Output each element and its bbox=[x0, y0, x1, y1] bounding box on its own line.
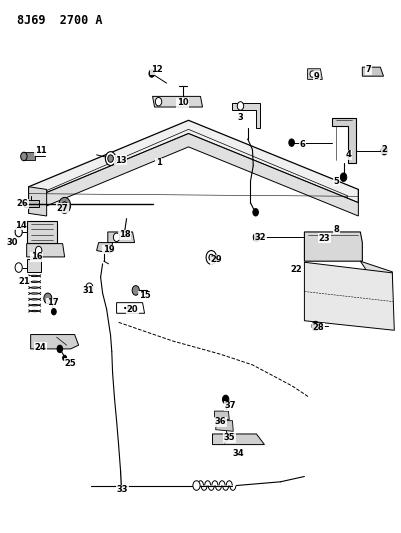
Circle shape bbox=[59, 197, 71, 213]
Text: 1: 1 bbox=[156, 158, 162, 167]
Polygon shape bbox=[360, 261, 392, 309]
Circle shape bbox=[312, 321, 319, 331]
Circle shape bbox=[206, 251, 217, 264]
Circle shape bbox=[51, 309, 56, 315]
Text: 11: 11 bbox=[35, 146, 47, 155]
Text: 29: 29 bbox=[211, 255, 222, 264]
Circle shape bbox=[193, 481, 200, 490]
Text: 24: 24 bbox=[35, 343, 47, 352]
Polygon shape bbox=[216, 421, 233, 431]
Text: 23: 23 bbox=[318, 234, 330, 243]
Polygon shape bbox=[152, 96, 203, 107]
Text: 9: 9 bbox=[314, 71, 319, 80]
Polygon shape bbox=[108, 232, 135, 243]
Polygon shape bbox=[304, 232, 363, 261]
Polygon shape bbox=[28, 187, 47, 216]
Text: 33: 33 bbox=[117, 485, 128, 494]
Text: 18: 18 bbox=[119, 230, 130, 239]
Text: 2: 2 bbox=[381, 145, 387, 154]
Circle shape bbox=[15, 227, 22, 237]
Text: 32: 32 bbox=[255, 233, 266, 242]
Text: 27: 27 bbox=[57, 204, 69, 213]
Text: 35: 35 bbox=[223, 433, 235, 442]
Text: 34: 34 bbox=[233, 449, 244, 458]
Polygon shape bbox=[97, 243, 113, 253]
Circle shape bbox=[105, 152, 116, 165]
Text: 13: 13 bbox=[115, 156, 126, 165]
Text: 7: 7 bbox=[365, 66, 371, 74]
Polygon shape bbox=[30, 335, 79, 349]
Circle shape bbox=[108, 155, 113, 163]
Polygon shape bbox=[304, 262, 394, 330]
Text: 25: 25 bbox=[65, 359, 77, 368]
Circle shape bbox=[35, 246, 42, 255]
Circle shape bbox=[44, 293, 52, 304]
Text: 20: 20 bbox=[127, 304, 138, 313]
Circle shape bbox=[155, 98, 162, 106]
Polygon shape bbox=[24, 200, 38, 207]
Circle shape bbox=[209, 254, 214, 261]
Text: 21: 21 bbox=[19, 277, 30, 286]
Polygon shape bbox=[28, 120, 358, 203]
Circle shape bbox=[253, 208, 258, 216]
Text: 28: 28 bbox=[312, 323, 324, 332]
Text: 12: 12 bbox=[151, 66, 162, 74]
Circle shape bbox=[340, 173, 347, 181]
Circle shape bbox=[57, 345, 63, 353]
Circle shape bbox=[113, 233, 120, 241]
Text: 8J69  2700 A: 8J69 2700 A bbox=[17, 14, 102, 27]
Text: 26: 26 bbox=[17, 199, 28, 208]
Text: 14: 14 bbox=[15, 221, 26, 230]
Text: 6: 6 bbox=[300, 140, 305, 149]
Circle shape bbox=[62, 201, 67, 209]
Circle shape bbox=[149, 70, 154, 77]
Text: 36: 36 bbox=[215, 417, 226, 426]
Polygon shape bbox=[27, 221, 57, 243]
Circle shape bbox=[237, 102, 244, 110]
Polygon shape bbox=[213, 434, 264, 445]
Polygon shape bbox=[28, 134, 358, 216]
Text: 5: 5 bbox=[333, 177, 339, 186]
Text: 37: 37 bbox=[225, 401, 236, 410]
Text: 22: 22 bbox=[291, 265, 302, 273]
Circle shape bbox=[310, 71, 315, 77]
Text: 8: 8 bbox=[334, 225, 339, 234]
Circle shape bbox=[86, 283, 93, 293]
Polygon shape bbox=[23, 152, 34, 160]
Text: 31: 31 bbox=[83, 286, 94, 295]
Text: 17: 17 bbox=[47, 298, 59, 307]
Polygon shape bbox=[27, 244, 65, 257]
Text: 30: 30 bbox=[7, 238, 18, 247]
Text: 3: 3 bbox=[237, 113, 243, 122]
Circle shape bbox=[132, 286, 140, 295]
Circle shape bbox=[381, 147, 387, 155]
Circle shape bbox=[289, 139, 294, 147]
Circle shape bbox=[63, 356, 67, 361]
Text: 10: 10 bbox=[177, 98, 188, 107]
Circle shape bbox=[15, 263, 22, 272]
Polygon shape bbox=[233, 103, 260, 128]
Polygon shape bbox=[215, 411, 229, 419]
Polygon shape bbox=[308, 69, 322, 79]
Polygon shape bbox=[27, 259, 41, 272]
Text: 19: 19 bbox=[103, 245, 114, 254]
Circle shape bbox=[21, 152, 27, 161]
Circle shape bbox=[223, 395, 229, 403]
Text: 16: 16 bbox=[31, 253, 43, 261]
Polygon shape bbox=[363, 67, 383, 76]
Polygon shape bbox=[332, 118, 356, 163]
Text: 4: 4 bbox=[345, 150, 351, 159]
Text: 15: 15 bbox=[139, 291, 150, 300]
Circle shape bbox=[253, 233, 259, 241]
